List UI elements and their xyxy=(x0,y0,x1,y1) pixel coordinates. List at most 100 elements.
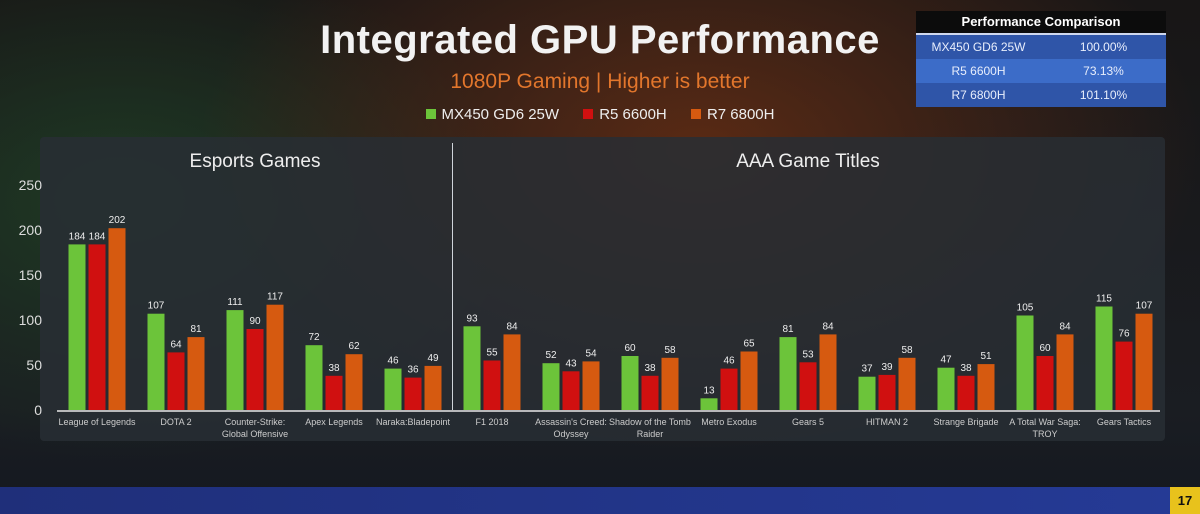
bar xyxy=(463,326,481,410)
bar xyxy=(424,365,442,410)
x-tick-label: HITMAN 2 xyxy=(866,417,908,427)
page-number: 17 xyxy=(1170,487,1200,514)
data-label: 53 xyxy=(802,349,814,360)
data-label: 115 xyxy=(1096,294,1112,305)
data-label: 81 xyxy=(190,324,202,335)
bar xyxy=(779,337,797,410)
row-value: 100.00% xyxy=(1079,40,1128,54)
data-label: 111 xyxy=(227,297,243,308)
bar xyxy=(562,371,580,410)
x-tick-label: Odyssey xyxy=(553,429,589,439)
chart-title: Integrated GPU Performance xyxy=(320,18,880,62)
data-label: 81 xyxy=(782,324,794,335)
bar xyxy=(819,334,837,410)
x-tick-label: F1 2018 xyxy=(475,417,508,427)
bar xyxy=(345,354,363,410)
bar xyxy=(898,357,916,410)
data-label: 93 xyxy=(466,313,478,324)
x-tick-label: Gears Tactics xyxy=(1097,417,1152,427)
data-label: 51 xyxy=(980,351,992,362)
legend-swatch xyxy=(583,109,594,119)
data-label: 60 xyxy=(624,343,636,354)
bar xyxy=(88,244,106,410)
bar xyxy=(661,357,679,410)
data-label: 84 xyxy=(506,321,518,332)
legend-item: R7 6800H xyxy=(690,106,775,123)
legend-label: MX450 GD6 25W xyxy=(441,106,560,123)
row-value: 73.13% xyxy=(1083,64,1124,78)
data-label: 90 xyxy=(249,316,261,327)
data-label: 43 xyxy=(565,358,577,369)
data-label: 65 xyxy=(743,339,755,350)
bar xyxy=(957,375,975,410)
x-tick-label: Raider xyxy=(637,429,664,439)
x-tick-label: TROY xyxy=(1032,429,1057,439)
data-label: 47 xyxy=(940,355,952,366)
x-tick-label: Gears 5 xyxy=(792,417,824,427)
data-label: 36 xyxy=(407,365,419,376)
row-label: MX450 GD6 25W xyxy=(931,40,1026,54)
data-label: 64 xyxy=(170,339,182,350)
data-label: 105 xyxy=(1017,303,1034,314)
bar xyxy=(147,313,165,410)
data-label: 184 xyxy=(69,231,86,242)
data-label: 38 xyxy=(644,363,656,374)
y-tick-label: 200 xyxy=(19,222,43,238)
bar xyxy=(187,337,205,410)
x-tick-label: Apex Legends xyxy=(305,417,363,427)
bar xyxy=(108,228,126,410)
data-label: 107 xyxy=(148,301,165,312)
data-label: 55 xyxy=(486,348,498,359)
legend-item: R5 6600H xyxy=(583,106,667,123)
data-label: 52 xyxy=(545,350,557,361)
bar xyxy=(1095,306,1113,410)
legend-item: MX450 GD6 25W xyxy=(425,106,560,123)
bar xyxy=(582,361,600,410)
bar xyxy=(246,329,264,410)
bar xyxy=(167,352,185,410)
x-tick-label: Global Offensive xyxy=(222,429,288,439)
x-tick-label: Naraka:Bladepoint xyxy=(376,417,451,427)
legend-label: R5 6600H xyxy=(599,106,667,123)
bar xyxy=(305,345,323,410)
x-tick-label: Counter-Strike: xyxy=(225,417,286,427)
bar xyxy=(858,376,876,410)
data-label: 49 xyxy=(427,353,439,364)
bar xyxy=(68,244,86,410)
data-label: 58 xyxy=(901,345,913,356)
data-label: 38 xyxy=(328,363,340,374)
bar xyxy=(503,334,521,410)
data-label: 39 xyxy=(881,362,893,373)
legend-label: R7 6800H xyxy=(706,106,775,123)
bar xyxy=(226,310,244,410)
row-label: R7 6800H xyxy=(951,88,1006,102)
data-label: 72 xyxy=(308,332,320,343)
x-tick-label: DOTA 2 xyxy=(160,417,191,427)
y-tick-label: 0 xyxy=(34,402,42,418)
data-label: 202 xyxy=(109,215,126,226)
row-label: R5 6600H xyxy=(951,64,1006,78)
data-label: 107 xyxy=(1136,301,1153,312)
y-tick-label: 100 xyxy=(19,312,43,328)
bar xyxy=(937,367,955,410)
data-label: 46 xyxy=(387,356,399,367)
row-value: 101.10% xyxy=(1079,88,1128,102)
data-label: 76 xyxy=(1118,329,1130,340)
table-row: R5 6600H 73.13% xyxy=(916,59,1166,83)
data-label: 46 xyxy=(723,356,735,367)
x-tick-label: Shadow of the Tomb xyxy=(609,417,691,427)
legend-swatch xyxy=(425,109,436,119)
y-tick-label: 50 xyxy=(26,357,42,373)
bar xyxy=(1115,341,1133,410)
legend-swatch xyxy=(690,109,701,119)
data-label: 117 xyxy=(267,292,283,303)
data-label: 54 xyxy=(585,348,597,359)
bar xyxy=(325,375,343,410)
x-tick-label: Metro Exodus xyxy=(701,417,757,427)
y-tick-label: 250 xyxy=(19,177,43,193)
data-label: 37 xyxy=(861,364,873,375)
bar xyxy=(700,398,718,410)
x-tick-label: League of Legends xyxy=(58,417,136,427)
data-label: 62 xyxy=(348,341,360,352)
footer-bar xyxy=(0,487,1170,514)
